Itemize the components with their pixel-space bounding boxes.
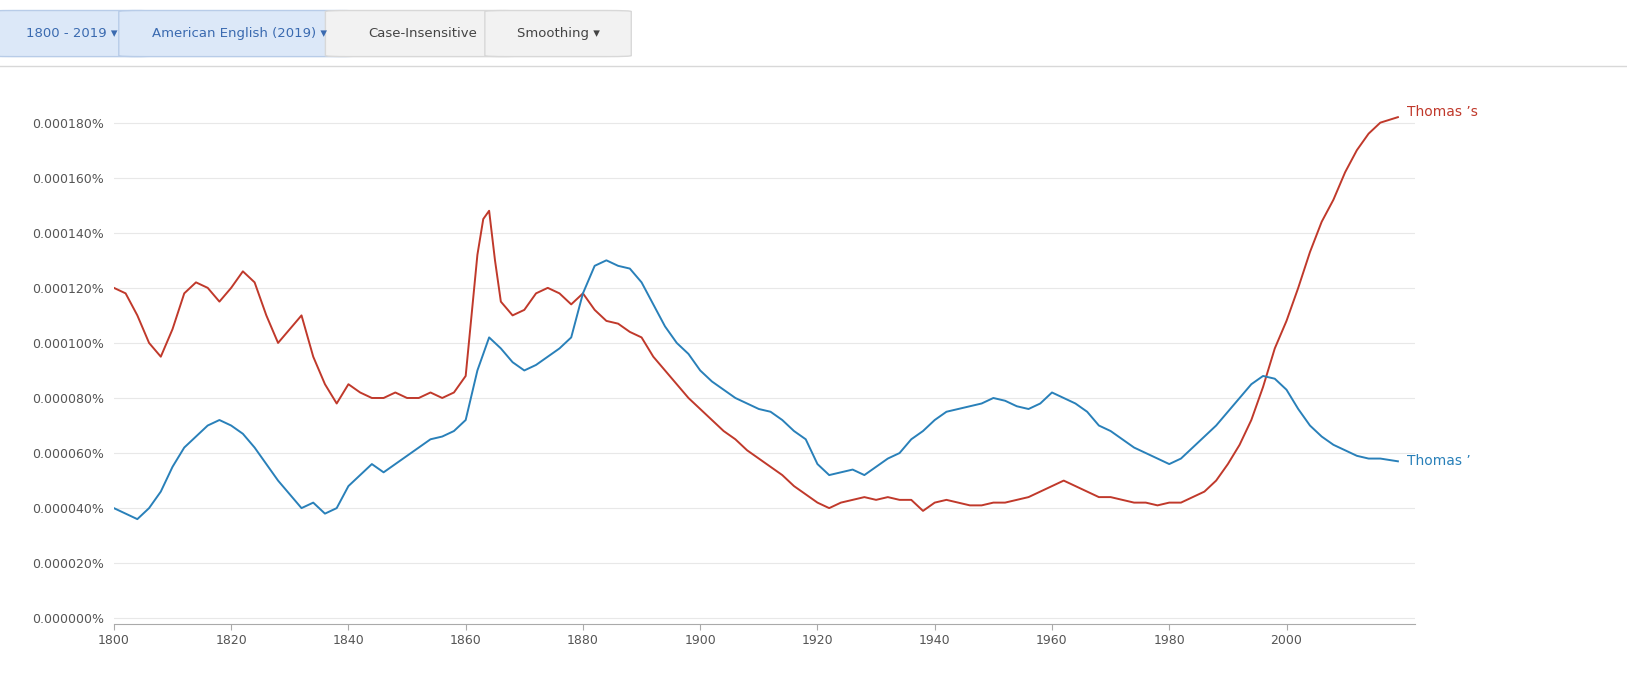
Text: Thomas ’s: Thomas ’s (1407, 104, 1477, 119)
Text: Smoothing ▾: Smoothing ▾ (517, 27, 599, 41)
FancyBboxPatch shape (119, 11, 360, 56)
FancyBboxPatch shape (0, 11, 155, 56)
Text: American English (2019) ▾: American English (2019) ▾ (151, 27, 327, 41)
Text: Thomas ’: Thomas ’ (1407, 454, 1471, 468)
Text: 1800 - 2019 ▾: 1800 - 2019 ▾ (26, 27, 117, 41)
Text: Case-Insensitive: Case-Insensitive (369, 27, 477, 41)
FancyBboxPatch shape (485, 11, 631, 56)
FancyBboxPatch shape (325, 11, 521, 56)
